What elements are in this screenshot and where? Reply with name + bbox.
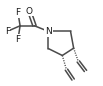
Text: N: N — [45, 27, 52, 36]
Text: F: F — [15, 8, 21, 17]
Text: O: O — [26, 7, 33, 16]
Text: F: F — [5, 27, 10, 36]
Text: F: F — [15, 35, 21, 44]
